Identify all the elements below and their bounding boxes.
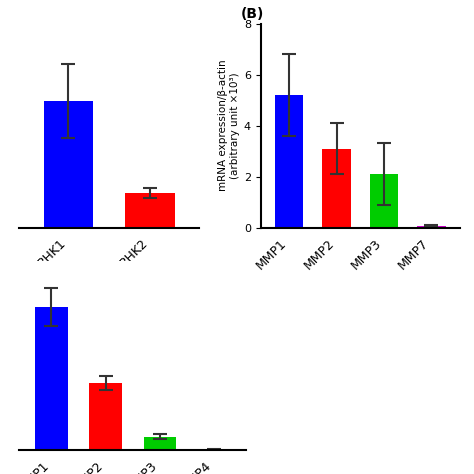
Bar <box>90 383 122 450</box>
Text: (B): (B) <box>241 7 264 21</box>
Bar <box>198 449 230 450</box>
Bar <box>417 226 446 228</box>
Bar <box>44 101 92 228</box>
Bar <box>275 95 303 228</box>
Bar <box>144 437 176 450</box>
Y-axis label: mRNA expression/β-actin
(arbitrary unit ×10³): mRNA expression/β-actin (arbitrary unit … <box>218 60 240 191</box>
Bar <box>322 148 351 228</box>
Bar <box>35 307 68 450</box>
Bar <box>126 193 174 228</box>
Bar <box>370 174 398 228</box>
